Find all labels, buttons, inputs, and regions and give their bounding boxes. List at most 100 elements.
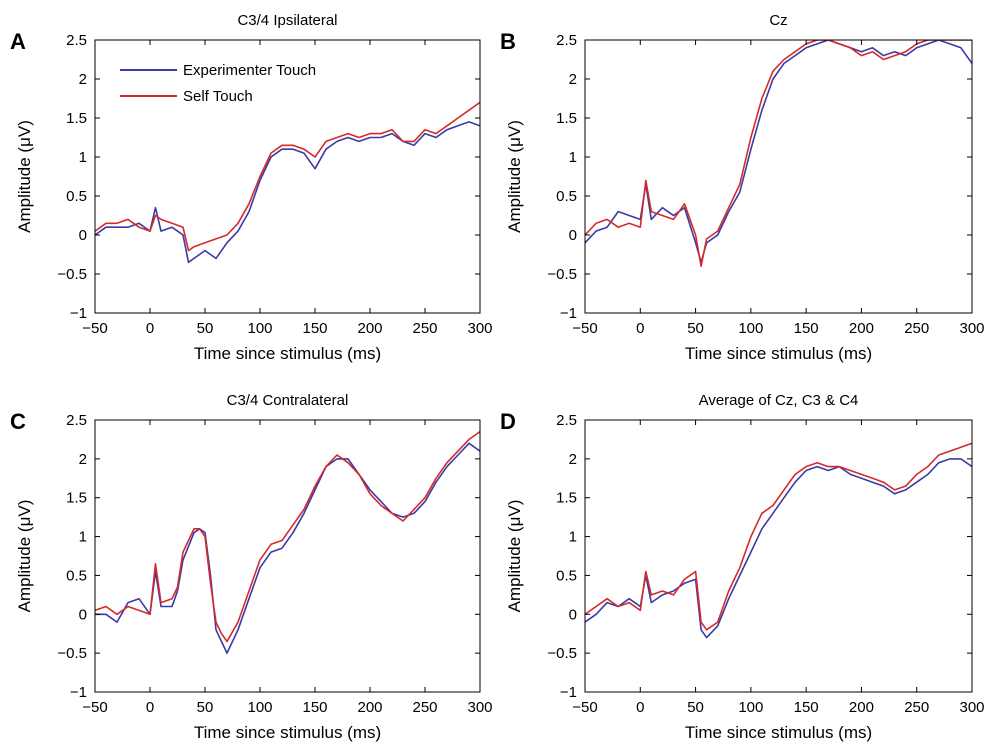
y-tick-label: 1.5 xyxy=(66,110,87,127)
x-tick-label: 100 xyxy=(247,320,272,337)
y-tick-label: 1 xyxy=(569,529,577,546)
x-tick-label: 0 xyxy=(636,320,644,337)
x-tick-label: 200 xyxy=(849,320,874,337)
x-axis-label: Time since stimulus (ms) xyxy=(685,723,872,742)
x-tick-label: 50 xyxy=(197,699,214,716)
x-axis-label: Time since stimulus (ms) xyxy=(194,723,381,742)
x-axis-label: Time since stimulus (ms) xyxy=(685,344,872,363)
x-tick-label: −50 xyxy=(82,320,107,337)
y-tick-label: 2 xyxy=(79,451,87,468)
x-tick-label: −50 xyxy=(572,699,597,716)
y-tick-label: 0 xyxy=(569,227,577,244)
x-tick-label: 50 xyxy=(687,320,704,337)
y-tick-label: 0.5 xyxy=(66,188,87,205)
panel-title: Average of Cz, C3 & C4 xyxy=(699,392,859,409)
y-tick-label: 2 xyxy=(79,71,87,88)
y-tick-label: −1 xyxy=(560,684,577,701)
y-tick-label: 0.5 xyxy=(556,567,577,584)
series-line-self-touch xyxy=(585,40,972,268)
y-tick-label: 1 xyxy=(79,529,87,546)
series-line-experimenter-touch xyxy=(95,121,480,264)
y-tick-label: 1 xyxy=(569,149,577,166)
x-axis-label: Time since stimulus (ms) xyxy=(194,344,381,363)
panel-letter: A xyxy=(10,29,26,54)
x-tick-label: 300 xyxy=(467,320,492,337)
x-tick-label: 300 xyxy=(467,699,492,716)
x-tick-label: 150 xyxy=(302,699,327,716)
legend-label: Self Touch xyxy=(183,88,253,105)
panel-title: C3/4 Ipsilateral xyxy=(237,12,337,29)
series-line-experimenter-touch xyxy=(95,442,480,654)
x-tick-label: 50 xyxy=(687,699,704,716)
x-tick-label: 200 xyxy=(357,699,382,716)
y-tick-label: 2.5 xyxy=(556,32,577,49)
x-tick-label: 250 xyxy=(412,699,437,716)
y-tick-label: −0.5 xyxy=(547,266,577,283)
panel-letter: D xyxy=(500,409,516,434)
panel-c: C C3/4 Contralateral −50 0 50 100 150 200 250 300… xyxy=(10,392,493,742)
y-tick-label: 0 xyxy=(79,606,87,623)
x-tick-label: 250 xyxy=(904,320,929,337)
axes-box xyxy=(94,39,481,314)
series-line-self-touch xyxy=(95,431,480,643)
y-tick-label: 2 xyxy=(569,451,577,468)
panel-d: D Average of Cz, C3 & C4 −50 0 50 100 150 200 25… xyxy=(500,392,985,742)
x-tick-label: 200 xyxy=(357,320,382,337)
panel-title: Cz xyxy=(769,12,787,29)
x-tick-label: 0 xyxy=(146,699,154,716)
legend-label: Experimenter Touch xyxy=(183,62,316,79)
axes-box xyxy=(584,419,973,693)
x-tick-label: 150 xyxy=(794,320,819,337)
y-tick-label: 0.5 xyxy=(556,188,577,205)
y-tick-label: 1.5 xyxy=(556,490,577,507)
y-tick-label: 2.5 xyxy=(66,32,87,49)
y-tick-label: −1 xyxy=(70,305,87,322)
y-tick-label: −0.5 xyxy=(57,645,87,662)
series-line-experimenter-touch xyxy=(585,458,972,639)
y-tick-label: −1 xyxy=(70,684,87,701)
y-tick-label: 0.5 xyxy=(66,567,87,584)
x-tick-label: 100 xyxy=(738,699,763,716)
y-axis-label: Amplitude (μV) xyxy=(505,500,524,613)
y-axis-label: Amplitude (μV) xyxy=(15,120,34,233)
panel-letter: B xyxy=(500,29,516,54)
series-line-experimenter-touch xyxy=(585,40,972,264)
x-tick-label: −50 xyxy=(572,320,597,337)
axes-box xyxy=(94,419,481,693)
x-tick-label: 300 xyxy=(959,699,984,716)
x-tick-label: 50 xyxy=(197,320,214,337)
y-axis-label: Amplitude (μV) xyxy=(505,120,524,233)
panel-a: A C3/4 Ipsilateral −50 0 50 100 150 200 250 300 −1… xyxy=(10,12,493,363)
y-tick-label: −1 xyxy=(560,305,577,322)
panel-letter: C xyxy=(10,409,26,434)
y-tick-label: 0 xyxy=(79,227,87,244)
y-tick-label: 1 xyxy=(79,149,87,166)
x-tick-label: 100 xyxy=(738,320,763,337)
x-tick-label: 100 xyxy=(247,699,272,716)
y-axis-label: Amplitude (μV) xyxy=(15,500,34,613)
y-tick-label: −0.5 xyxy=(57,266,87,283)
x-tick-label: 150 xyxy=(302,320,327,337)
x-tick-label: 300 xyxy=(959,320,984,337)
y-tick-label: 1.5 xyxy=(66,490,87,507)
x-tick-label: 0 xyxy=(636,699,644,716)
series-line-self-touch xyxy=(95,101,480,252)
x-tick-label: 200 xyxy=(849,699,874,716)
y-tick-label: −0.5 xyxy=(547,645,577,662)
y-tick-label: 2 xyxy=(569,71,577,88)
y-tick-label: 2.5 xyxy=(556,412,577,429)
series-line-self-touch xyxy=(585,442,972,631)
x-tick-label: −50 xyxy=(82,699,107,716)
panel-b: B Cz −50 0 50 100 150 200 250 300 −1 −0.5 0 0.5 1 1.5 2 2… xyxy=(500,12,985,363)
x-tick-label: 150 xyxy=(794,699,819,716)
x-tick-label: 250 xyxy=(412,320,437,337)
y-tick-label: 0 xyxy=(569,606,577,623)
y-tick-label: 2.5 xyxy=(66,412,87,429)
axes-box xyxy=(584,39,973,314)
x-tick-label: 0 xyxy=(146,320,154,337)
y-tick-label: 1.5 xyxy=(556,110,577,127)
x-tick-label: 250 xyxy=(904,699,929,716)
legend: Experimenter Touch Self Touch xyxy=(120,62,316,105)
